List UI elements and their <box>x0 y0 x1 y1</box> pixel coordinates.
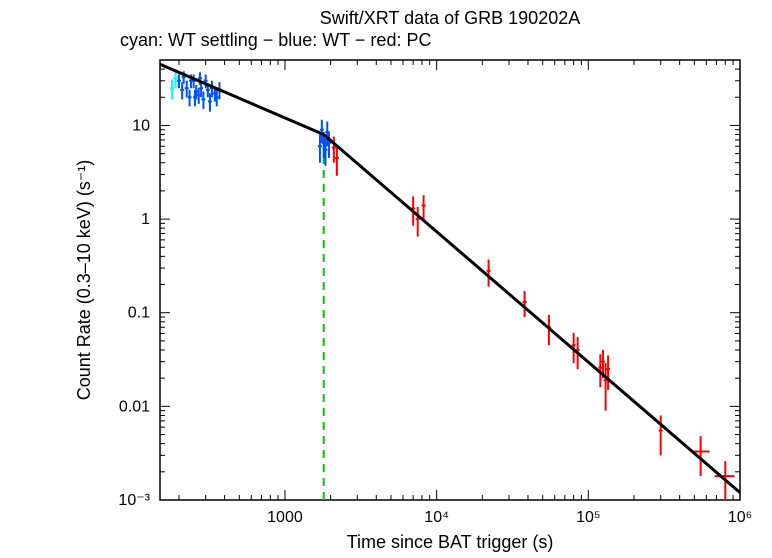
ytick-label: 10 <box>132 117 150 134</box>
ytick-label: 10⁻³ <box>118 492 150 509</box>
xtick-label: 10⁵ <box>576 509 600 526</box>
xtick-label: 10⁴ <box>424 509 449 526</box>
chart-subtitle: cyan: WT settling − blue: WT − red: PC <box>120 30 431 50</box>
ytick-label: 1 <box>141 211 150 228</box>
y-axis-label: Count Rate (0.3–10 keV) (s⁻¹) <box>74 160 94 401</box>
xtick-label: 10⁶ <box>728 509 752 526</box>
xtick-label: 1000 <box>267 509 303 526</box>
ytick-label: 0.01 <box>119 398 150 415</box>
chart-bg <box>0 0 772 558</box>
chart-title: Swift/XRT data of GRB 190202A <box>320 8 580 28</box>
chart-container: 1000 10⁴ 10⁵ 10⁶ 10⁻³ 0.01 0.1 1 10 Swift/XRT dat… <box>0 0 772 558</box>
ytick-label: 0.1 <box>128 305 150 322</box>
chart-svg: 1000 10⁴ 10⁵ 10⁶ 10⁻³ 0.01 0.1 1 10 Swift/XRT dat… <box>0 0 772 558</box>
x-axis-label: Time since BAT trigger (s) <box>347 532 554 552</box>
